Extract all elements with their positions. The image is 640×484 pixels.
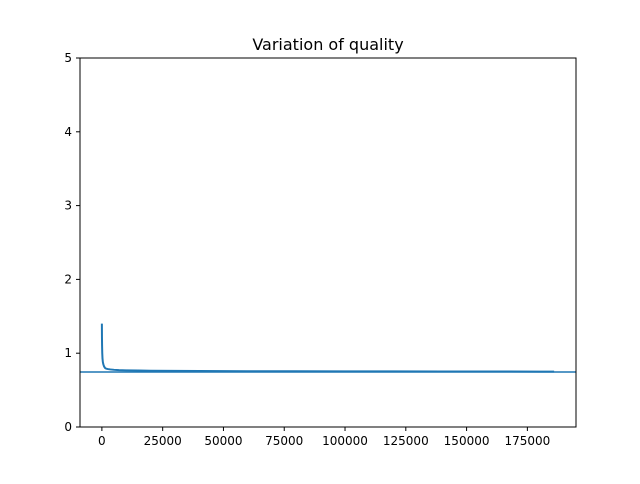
x-tick-label: 25000 (144, 434, 182, 448)
x-tick-label: 150000 (444, 434, 490, 448)
x-tick-label: 125000 (383, 434, 429, 448)
x-axis: 0 25000 50000 75000 100000 125000 150000 175000 (98, 427, 550, 448)
x-tick-label: 175000 (504, 434, 550, 448)
series-line (100, 323, 555, 373)
chart-title: Variation of quality (252, 35, 403, 54)
axes-frame (79, 57, 577, 428)
y-axis: 0 1 2 3 4 5 (64, 51, 80, 434)
y-tick-label: 0 (64, 420, 72, 434)
x-tick-label: 0 (98, 434, 106, 448)
y-tick-label: 3 (64, 199, 72, 213)
x-tick-label: 50000 (204, 434, 242, 448)
y-tick-label: 4 (64, 125, 72, 139)
y-tick-label: 1 (64, 346, 72, 360)
x-tick-label: 100000 (322, 434, 368, 448)
x-tick-label: 75000 (265, 434, 303, 448)
plot-area (80, 323, 576, 373)
y-tick-label: 2 (64, 272, 72, 286)
y-tick-label: 5 (64, 51, 72, 65)
